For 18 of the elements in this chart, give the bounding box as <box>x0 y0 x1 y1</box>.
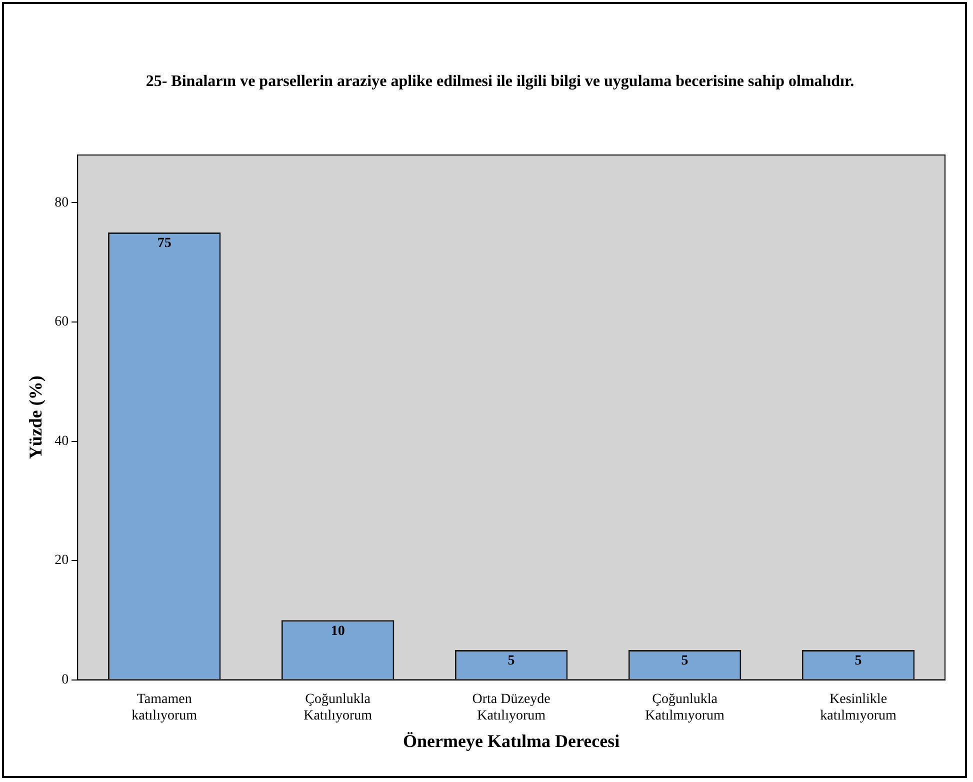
y-axis-title: Yüzde (%) <box>25 376 46 460</box>
x-tick-label: Kesinlikle katılmıyorum <box>820 692 896 724</box>
y-tick-label: 80 <box>54 195 69 210</box>
y-tick-label: 20 <box>54 553 69 568</box>
data-label: 5 <box>854 654 862 669</box>
x-tick-label: Çoğunlukla Katılmıyorum <box>645 692 725 724</box>
x-tick-label: Tamamen katılıyorum <box>132 692 198 724</box>
y-tick-label: 60 <box>54 314 69 330</box>
y-tick-label: 0 <box>62 672 69 688</box>
data-label: 5 <box>681 654 688 669</box>
x-axis-title: Önermeye Katılma Derecesi <box>403 730 620 751</box>
data-label: 5 <box>508 654 515 669</box>
data-label: 10 <box>330 624 345 639</box>
chart-title: 25- Binaların ve parsellerin araziye aplike edilmesi ile ilgili bilgi ve uygulama becerisine sahip olmalıdır. <box>144 72 856 92</box>
x-tick-label: Orta Düzeyde Katılıyorum <box>472 692 550 724</box>
x-tick-label: Çoğunlukla Katılıyorum <box>304 692 372 724</box>
y-tick-label: 40 <box>54 434 69 449</box>
data-label: 75 <box>157 236 172 252</box>
